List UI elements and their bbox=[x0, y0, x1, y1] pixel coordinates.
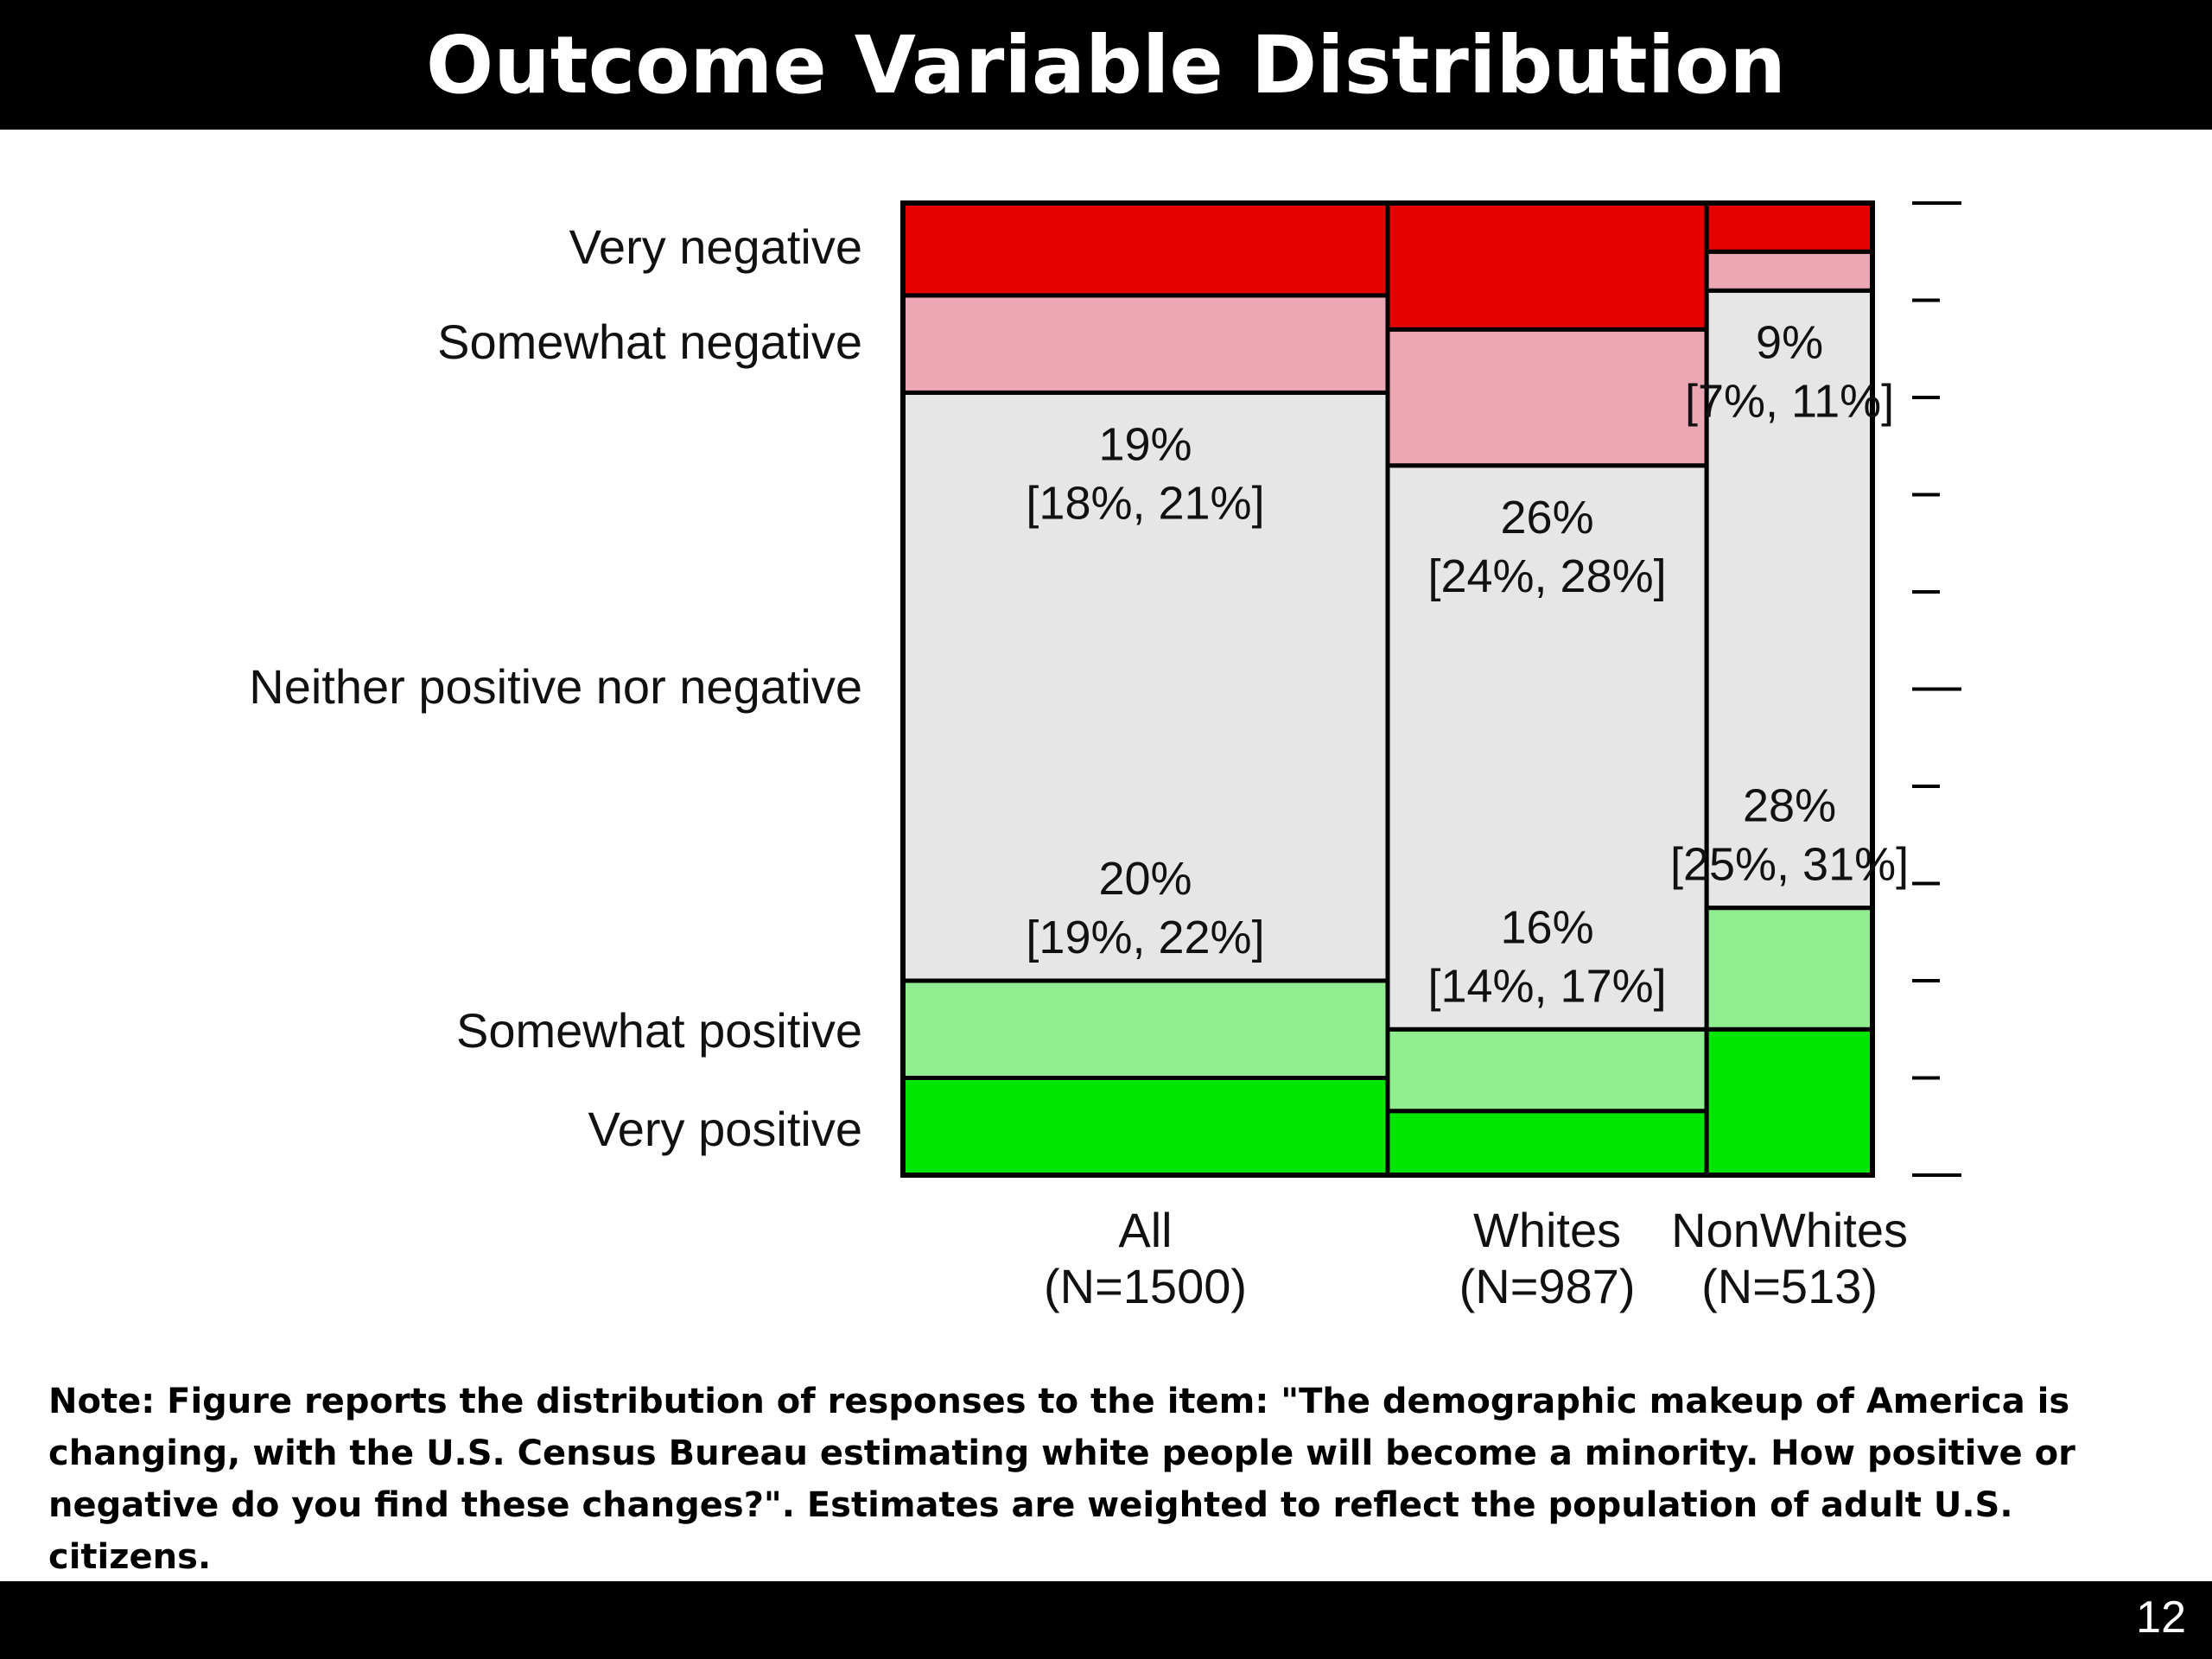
segment-whites-somewhat-positive bbox=[1385, 1027, 1709, 1114]
annotation-ci: [24%, 28%] bbox=[1427, 550, 1666, 602]
segment-nonwhites-very-positive bbox=[1704, 1027, 1875, 1178]
segment-all-somewhat-positive bbox=[900, 978, 1390, 1080]
plot-area bbox=[900, 200, 1875, 1178]
segment-whites-very-negative bbox=[1385, 200, 1709, 332]
right-axis-ticks bbox=[1912, 201, 1961, 1177]
page-number: 12 bbox=[2136, 1592, 2186, 1643]
segment-all-very-negative bbox=[900, 200, 1390, 298]
annotation-value: 20% bbox=[1098, 853, 1192, 905]
category-n-whites: (N=987) bbox=[1459, 1259, 1636, 1313]
annotation-ci: [18%, 21%] bbox=[1026, 477, 1264, 529]
y-label-somewhat-positive: Somewhat positive bbox=[456, 1003, 862, 1058]
annotation-ci: [25%, 31%] bbox=[1670, 839, 1909, 891]
segment-nonwhites-somewhat-negative bbox=[1704, 249, 1875, 293]
annotation-value: 26% bbox=[1501, 492, 1594, 543]
segment-whites-somewhat-negative bbox=[1385, 327, 1709, 468]
annotation-value: 19% bbox=[1098, 418, 1192, 470]
annotation-value: 9% bbox=[1756, 316, 1823, 368]
annotation-layer: 19% [18%, 21%] 20% [19%, 22%] 26% [24%, 28%] 1… bbox=[1026, 316, 1909, 1012]
segment-whites-neither-positive-nor-negative bbox=[1385, 463, 1709, 1032]
segment-nonwhites-very-negative bbox=[1704, 200, 1875, 254]
category-label-all: All bbox=[1118, 1203, 1172, 1257]
segment-nonwhites-somewhat-positive bbox=[1704, 906, 1875, 1032]
segment-all-neither-positive-nor-negative bbox=[900, 390, 1390, 983]
footer-bar: 12 bbox=[0, 1581, 2212, 1659]
annotation-value: 28% bbox=[1743, 780, 1836, 832]
category-n-nonwhites: (N=513) bbox=[1701, 1259, 1878, 1313]
y-label-very-negative: Very negative bbox=[569, 219, 862, 274]
x-axis-labels: All(N=1500) Whites(N=987) NonWhites(N=513) bbox=[1044, 1203, 1908, 1313]
y-label-somewhat-negative: Somewhat negative bbox=[437, 315, 862, 369]
annotation-ci: [14%, 17%] bbox=[1427, 960, 1666, 1012]
y-label-neither-positive-nor-negative: Neither positive nor negative bbox=[249, 659, 862, 714]
category-label-whites: Whites bbox=[1473, 1203, 1621, 1257]
title-bar: Outcome Variable Distribution bbox=[0, 0, 2212, 130]
annotation-ci: [7%, 11%] bbox=[1685, 375, 1894, 427]
segment-whites-very-positive bbox=[1385, 1109, 1709, 1178]
y-axis-labels: Very negative Somewhat negative Neither po… bbox=[249, 219, 862, 1156]
plot-border bbox=[900, 200, 1875, 1178]
mosaic-chart: 19% [18%, 21%] 20% [19%, 22%] 26% [24%, 28%] 1… bbox=[249, 200, 1961, 1313]
category-n-all: (N=1500) bbox=[1044, 1259, 1247, 1313]
segment-all-somewhat-negative bbox=[900, 293, 1390, 395]
annotation-ci: [19%, 22%] bbox=[1026, 912, 1264, 963]
annotation-value: 16% bbox=[1501, 901, 1594, 953]
y-label-very-positive: Very positive bbox=[588, 1102, 863, 1156]
segment-all-very-positive bbox=[900, 1076, 1390, 1178]
figure-note: Note: Figure reports the distribution of… bbox=[48, 1382, 2075, 1577]
slide-title: Outcome Variable Distribution bbox=[426, 18, 1786, 111]
category-label-nonwhites: NonWhites bbox=[1671, 1203, 1908, 1257]
